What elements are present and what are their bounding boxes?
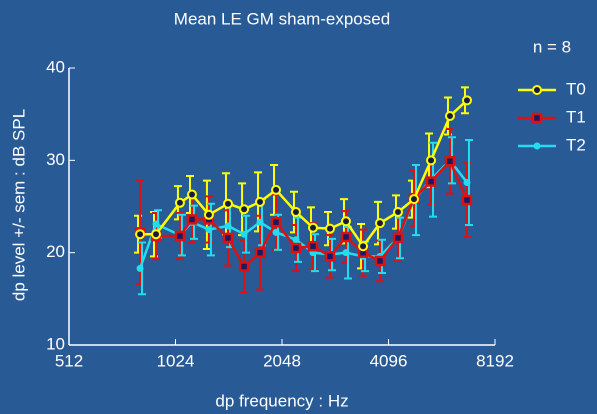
marker [271, 184, 282, 195]
marker [358, 241, 369, 252]
y-tick-label: 30 [46, 150, 65, 169]
marker [532, 85, 542, 95]
marker [290, 207, 301, 218]
marker [461, 194, 473, 206]
marker [392, 207, 403, 218]
legend-label: T2 [566, 135, 586, 154]
marker [426, 155, 437, 166]
marker [463, 178, 471, 186]
marker [224, 222, 232, 230]
marker [461, 95, 472, 106]
marker [392, 232, 404, 244]
marker [174, 197, 185, 208]
marker [270, 216, 282, 228]
legend-label: T0 [566, 79, 586, 98]
legend-label: T1 [566, 107, 586, 126]
chart-title: Mean LE GM sham-exposed [174, 9, 390, 28]
marker [186, 214, 198, 225]
marker [324, 223, 335, 234]
x-tick-label: 4096 [370, 351, 408, 370]
marker [444, 111, 455, 122]
marker [256, 218, 264, 226]
y-tick-label: 10 [46, 334, 65, 353]
marker [374, 255, 386, 267]
x-axis-label: dp frequency : Hz [215, 391, 348, 410]
marker [222, 232, 234, 244]
marker [425, 176, 437, 187]
marker [240, 230, 248, 238]
marker [174, 230, 186, 242]
marker [238, 261, 250, 272]
x-tick-label: 1024 [157, 351, 195, 370]
marker [307, 240, 319, 252]
marker [340, 231, 352, 243]
marker [151, 229, 162, 240]
marker [340, 216, 351, 227]
marker [324, 251, 336, 262]
marker [292, 236, 300, 244]
marker [308, 222, 319, 233]
marker [531, 112, 543, 124]
marker [152, 220, 160, 228]
marker [272, 228, 280, 236]
marker [222, 198, 233, 209]
x-tick-label: 512 [55, 351, 83, 370]
marker [203, 209, 214, 220]
y-tick-label: 40 [46, 57, 65, 76]
marker [136, 264, 144, 272]
marker [254, 247, 266, 258]
marker [374, 218, 385, 229]
y-tick-label: 20 [46, 242, 65, 261]
marker [408, 194, 419, 205]
x-tick-label: 2048 [263, 351, 301, 370]
marker [255, 196, 266, 207]
y-axis-label: dp level +/- sem : dB SPL [9, 109, 28, 301]
marker [205, 226, 213, 234]
marker [239, 204, 250, 215]
marker [533, 142, 541, 150]
marker [186, 189, 197, 200]
annotation: n = 8 [533, 37, 571, 56]
marker [444, 156, 456, 167]
x-tick-label: 8192 [476, 351, 514, 370]
marker [342, 249, 350, 257]
marker [135, 229, 146, 240]
marker [290, 242, 302, 254]
